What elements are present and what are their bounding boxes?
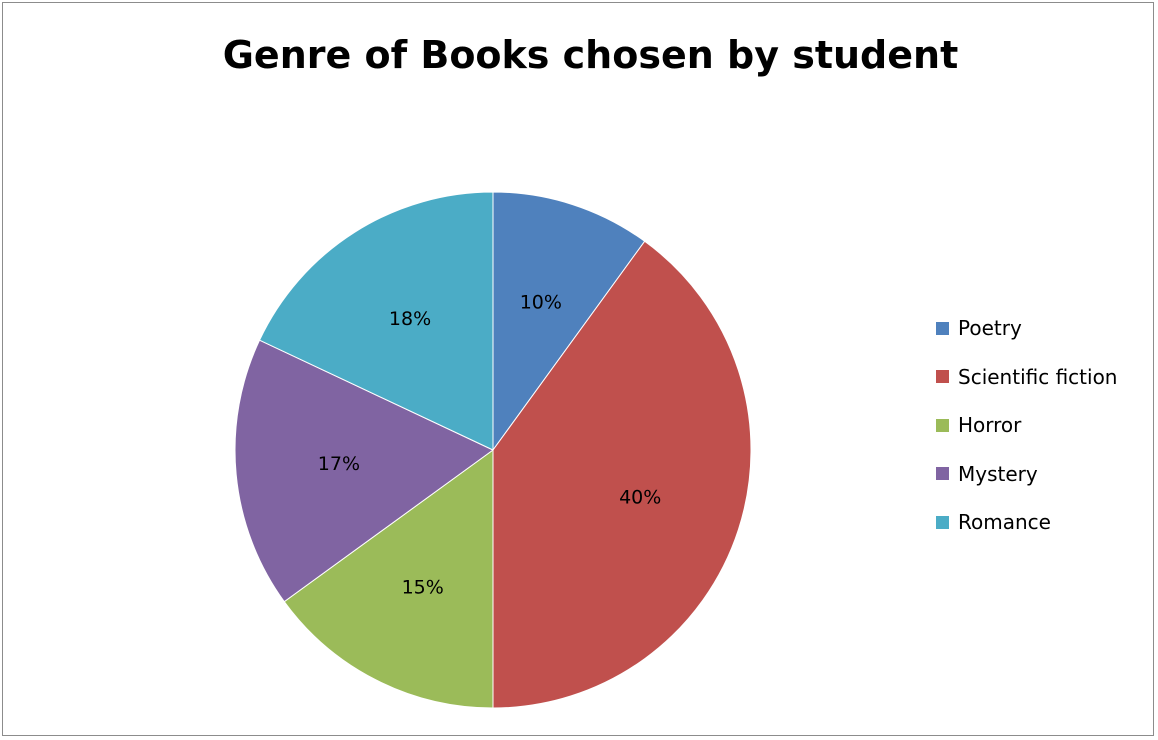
pie-slice-romance xyxy=(258,191,494,451)
legend-swatch xyxy=(936,515,949,529)
pie-slice-mystery xyxy=(234,339,494,603)
pie-slice-horror xyxy=(283,449,494,709)
legend-item: Horror xyxy=(936,401,1117,450)
chart-legend: Poetry Scientific fiction Horror Mystery Rom… xyxy=(936,304,1117,547)
slice-value-label: 40% xyxy=(619,486,661,508)
legend-label: Romance xyxy=(958,510,1051,535)
slice-value-label: 17% xyxy=(318,453,360,475)
slice-value-label: 18% xyxy=(389,308,431,330)
legend-item: Scientific fiction xyxy=(936,353,1117,402)
slice-value-label: 10% xyxy=(520,291,562,313)
legend-swatch xyxy=(936,321,949,335)
chart-title: Genre of Books chosen by student xyxy=(222,33,959,77)
legend-label: Poetry xyxy=(958,316,1022,341)
slice-value-label: 15% xyxy=(402,576,444,598)
legend-item: Poetry xyxy=(936,304,1117,353)
pie-slice-poetry xyxy=(492,191,646,452)
legend-label: Horror xyxy=(958,413,1022,438)
legend-item: Romance xyxy=(936,498,1117,547)
pie-slice-scientific-fiction xyxy=(492,240,752,709)
legend-label: Scientific fiction xyxy=(958,364,1118,389)
legend-swatch xyxy=(936,418,949,432)
legend-swatch xyxy=(936,467,949,481)
legend-item: Mystery xyxy=(936,450,1117,499)
legend-label: Mystery xyxy=(958,461,1038,486)
legend-swatch xyxy=(936,370,949,384)
